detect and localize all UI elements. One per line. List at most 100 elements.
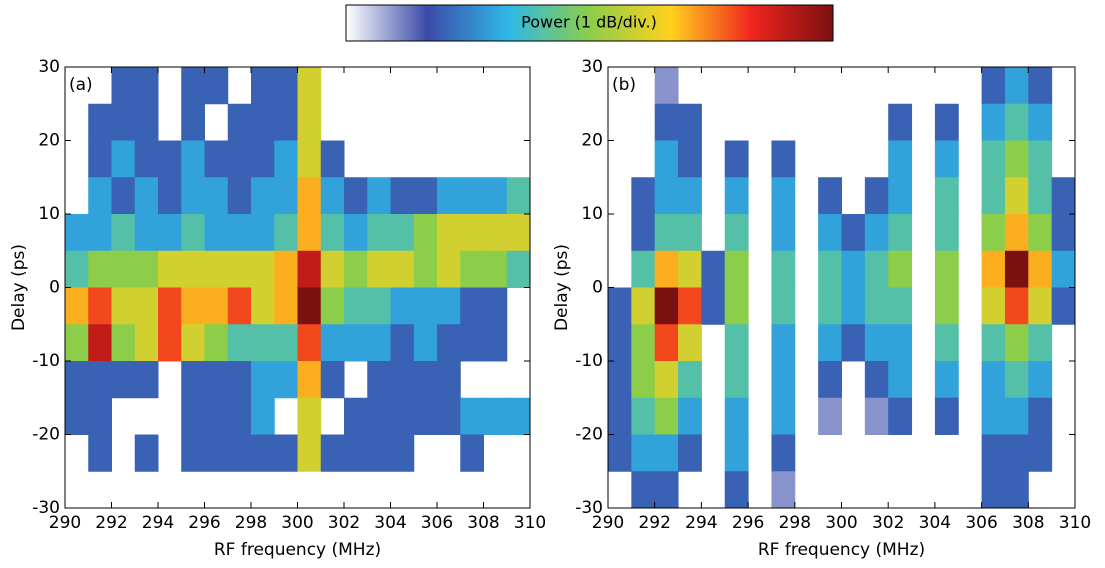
heat-cell [134, 324, 159, 362]
x-tick-label: 296 [188, 513, 220, 533]
heat-cell [460, 434, 484, 472]
heat-cell [88, 103, 112, 141]
heat-cell [181, 67, 205, 105]
heat-cell [134, 67, 159, 105]
heat-cell [1028, 214, 1053, 252]
heat-cell [888, 324, 913, 362]
heat-cell [274, 177, 298, 215]
y-tick-label: 0 [49, 278, 60, 298]
heat-cell [367, 324, 391, 362]
y-tick-label: 10 [38, 204, 60, 224]
heat-cell [134, 434, 159, 472]
heat-cell [631, 434, 656, 472]
heat-cell [251, 67, 275, 105]
heat-cell [934, 103, 959, 141]
heat-cell [111, 140, 136, 178]
heat-cell [181, 250, 205, 288]
x-tick-label: 290 [49, 513, 81, 533]
heat-cell [841, 214, 866, 252]
heat-cell [111, 67, 136, 105]
heat-cell [251, 250, 275, 288]
heat-cell [204, 177, 229, 215]
x-axis-label: RF frequency (MHz) [214, 540, 381, 560]
heat-cell [297, 324, 322, 362]
heat-cell [631, 324, 656, 362]
heat-cell [111, 214, 136, 252]
heat-cell [678, 397, 702, 435]
heat-cell [65, 214, 89, 252]
heat-cell [724, 434, 749, 472]
heat-cell [818, 324, 842, 362]
heat-cell [678, 361, 702, 399]
heat-cell [227, 324, 252, 362]
heat-cell [437, 214, 461, 252]
heat-cell [181, 324, 205, 362]
x-tick-label: 298 [235, 513, 267, 533]
heat-cell [1004, 361, 1029, 399]
heat-cell [771, 214, 796, 252]
heat-cell [227, 397, 252, 435]
heat-cell [274, 103, 298, 141]
heat-cell [1028, 67, 1053, 105]
heat-cell [251, 177, 275, 215]
heat-cell [158, 287, 182, 325]
heat-cell [934, 177, 959, 215]
heat-cell [1004, 434, 1029, 472]
heat-cell [654, 397, 679, 435]
heat-cell [274, 250, 298, 288]
heat-cell [483, 250, 508, 288]
heat-cell [251, 287, 275, 325]
heat-cell [227, 434, 252, 472]
heat-cell [88, 177, 112, 215]
heat-cell [678, 434, 702, 472]
heat-cell [934, 361, 959, 399]
heat-cell [818, 397, 842, 435]
heat-cell [724, 397, 749, 435]
heat-cell [367, 287, 391, 325]
heat-cell [841, 250, 866, 288]
y-tick-label: 10 [581, 204, 603, 224]
heat-cell [413, 214, 438, 252]
heat-cell [934, 287, 959, 325]
x-tick-label: 310 [1059, 513, 1091, 533]
heat-cell [654, 471, 679, 509]
x-tick-label: 292 [95, 513, 127, 533]
colorbar [345, 4, 834, 42]
heat-cell [297, 434, 322, 472]
heat-cell [724, 250, 749, 288]
heat-cell [251, 103, 275, 141]
heat-cell [981, 287, 1006, 325]
heat-cell [437, 361, 461, 399]
y-tick-label: 30 [38, 57, 60, 77]
heat-cell [701, 287, 726, 325]
heat-cell [506, 177, 531, 215]
heat-cell [251, 361, 275, 399]
heat-cell [204, 397, 229, 435]
x-tick-label: 292 [638, 513, 670, 533]
heat-cell [390, 287, 415, 325]
heat-cell [631, 471, 656, 509]
heat-cell [367, 361, 391, 399]
heat-cell [344, 397, 368, 435]
heat-cell [771, 250, 796, 288]
y-tick-label: 30 [581, 57, 603, 77]
heat-cell [344, 250, 368, 288]
heat-cell [297, 214, 322, 252]
heat-cell [981, 140, 1006, 178]
heat-cell [1051, 287, 1076, 325]
heat-cell [134, 177, 159, 215]
heat-cell [841, 324, 866, 362]
heat-cell [413, 177, 438, 215]
heat-cell [1028, 287, 1053, 325]
heat-cell [390, 361, 415, 399]
heat-cell [204, 287, 229, 325]
heat-cell [1004, 103, 1029, 141]
heat-cell [204, 434, 229, 472]
heat-cell [437, 397, 461, 435]
y-axis-label: Delay (ps) [9, 244, 29, 331]
heat-cell [631, 287, 656, 325]
heat-cell [181, 214, 205, 252]
heat-cell [1004, 471, 1029, 509]
heat-cell [390, 397, 415, 435]
